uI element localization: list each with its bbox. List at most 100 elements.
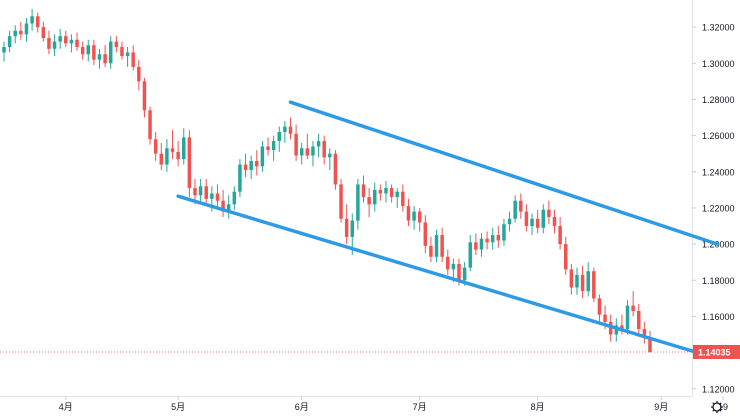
candle-body xyxy=(277,132,281,142)
candle-body xyxy=(389,188,394,198)
y-tick-label: 1.28000 xyxy=(702,95,735,105)
candle-body xyxy=(631,305,635,312)
candle-body xyxy=(7,36,12,48)
candle-body xyxy=(243,164,248,170)
candle-body xyxy=(429,245,433,257)
candle-body xyxy=(479,238,484,250)
candle-body xyxy=(30,16,34,24)
candle-body xyxy=(373,189,377,205)
candle-body xyxy=(507,218,512,225)
candle-body xyxy=(137,66,141,82)
x-tick-label: 6月 xyxy=(295,402,309,412)
candle-body xyxy=(52,41,57,49)
candle-body xyxy=(294,133,298,156)
candle-body xyxy=(13,30,17,37)
y-tick-label: 1.30000 xyxy=(702,59,735,69)
candle-body xyxy=(182,137,186,160)
candle-body xyxy=(530,218,534,227)
candle-body xyxy=(69,39,74,44)
candle-body xyxy=(597,298,602,315)
candle-body xyxy=(187,137,192,189)
y-tick-label: 1.12000 xyxy=(702,384,735,394)
candle-body xyxy=(440,235,444,257)
x-tick-label: 5月 xyxy=(171,402,185,412)
candle-body xyxy=(395,191,399,198)
candle-body xyxy=(232,191,237,205)
candle-body xyxy=(153,139,158,154)
x-tick-label: 8月 xyxy=(531,402,545,412)
y-tick-label: 1.26000 xyxy=(702,131,735,141)
candle-body xyxy=(344,218,349,237)
candle-body xyxy=(502,224,506,241)
gear-icon[interactable] xyxy=(711,401,723,413)
candle-body xyxy=(210,193,214,199)
candle-body xyxy=(339,184,343,219)
candle-body xyxy=(193,188,197,196)
candle-body xyxy=(575,274,579,288)
candle-body xyxy=(198,186,203,196)
candle-body xyxy=(423,222,428,246)
x-tick-label: 4月 xyxy=(59,402,73,412)
y-tick-label: 1.18000 xyxy=(702,276,735,286)
candle-body xyxy=(558,226,562,245)
candle-body xyxy=(552,216,557,227)
y-tick-label: 1.16000 xyxy=(702,312,735,322)
candle-body xyxy=(620,325,624,330)
candle-body xyxy=(496,235,501,241)
candle-body xyxy=(384,188,388,194)
candle-body xyxy=(367,197,371,205)
candle-body xyxy=(434,235,439,257)
candle-body xyxy=(361,184,366,198)
candle-body xyxy=(142,81,147,111)
candle-body xyxy=(401,191,405,207)
candle-body xyxy=(333,153,338,185)
candle-body xyxy=(249,160,253,170)
candle-body xyxy=(519,200,523,212)
candle-body xyxy=(586,271,590,292)
candle-body xyxy=(417,211,422,223)
candle-body xyxy=(485,238,489,243)
candle-body xyxy=(226,204,231,212)
candle-body xyxy=(637,311,641,330)
candle-body xyxy=(311,146,315,156)
candle-body xyxy=(131,52,135,67)
candle-body xyxy=(356,184,360,221)
channel-lower-line xyxy=(176,194,703,356)
candle-body xyxy=(648,338,652,352)
candle-body xyxy=(283,126,287,132)
y-tick-label: 1.22000 xyxy=(702,203,735,213)
candle-body xyxy=(468,242,472,268)
candle-body xyxy=(299,148,304,156)
candle-body xyxy=(457,264,461,281)
candle-body xyxy=(266,146,270,151)
candle-body xyxy=(451,264,456,270)
candle-body xyxy=(255,160,259,167)
candle-body xyxy=(316,141,321,147)
candle-body xyxy=(406,206,411,221)
candle-body xyxy=(580,274,585,292)
channel-upper-line xyxy=(288,100,720,246)
candle-body xyxy=(125,52,130,57)
candle-body xyxy=(170,148,175,152)
candle-body xyxy=(80,47,85,55)
candle-body xyxy=(92,45,96,60)
candle-body xyxy=(35,16,40,28)
candle-body xyxy=(328,153,332,158)
candle-body xyxy=(524,211,529,227)
candle-body xyxy=(412,211,416,221)
candle-body xyxy=(238,164,242,192)
candle-body xyxy=(322,141,326,158)
candle-body xyxy=(97,54,102,60)
candle-body xyxy=(350,220,355,237)
candle-body xyxy=(221,200,225,212)
candle-body xyxy=(148,110,152,140)
candle-body xyxy=(86,45,91,55)
x-tick-label: 19 xyxy=(718,402,728,412)
last-price-label: 1.14035 xyxy=(698,347,731,357)
candle-body xyxy=(474,242,478,250)
candle-body xyxy=(120,47,124,57)
candle-body xyxy=(159,153,164,165)
candle-body xyxy=(165,148,169,165)
